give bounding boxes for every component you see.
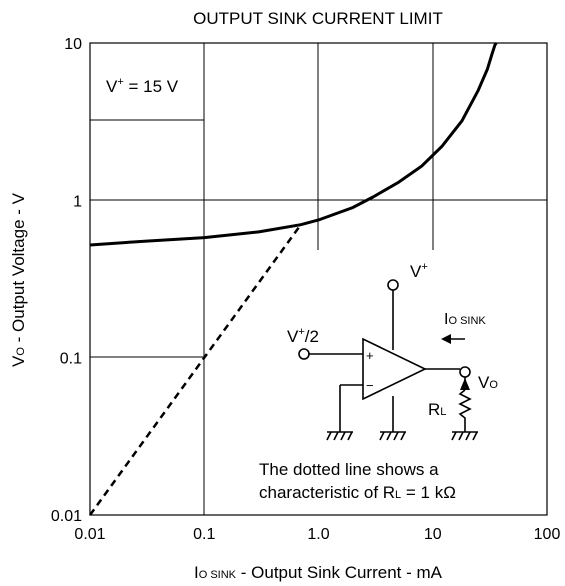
io-sink-arrow [441,334,451,344]
y-tick-label: 10 [64,36,82,53]
note-line-2: characteristic of RL = 1 kΩ [259,483,456,502]
x-tick-labels: 0.01 0.1 1.0 10 100 [74,526,560,543]
x-tick-label: 0.01 [74,526,105,543]
inset-schematic [298,279,478,441]
vhalf-terminal [298,348,310,360]
plot-frame [89,42,548,516]
vplus-terminal [387,279,399,291]
y-axis-label: VO - Output Voltage - V [9,192,28,367]
rl-current-arrow [460,378,470,390]
inset-vo-label: VO [478,373,498,392]
y-tick-labels: 0.01 0.1 1 10 [51,36,82,525]
op-amp [362,337,427,401]
inset-io-sink-label: IO SINK [444,311,486,328]
rl-resistor [458,389,472,432]
vo-terminal [459,366,471,378]
x-tick-label: 10 [424,526,442,543]
x-tick-label: 0.1 [193,526,215,543]
chart-title: OUTPUT SINK CURRENT LIMIT [193,9,443,28]
inset-vplus-label: V+ [410,261,428,281]
condition-label: V+ = 15 V [106,76,179,96]
inset-minus-sign: − [366,378,374,393]
inset-rl-label: RL [428,400,446,419]
note-line-1: The dotted line shows a [259,460,439,479]
y-tick-label: 0.01 [51,508,82,525]
y-tick-label: 1 [73,193,82,210]
y-tick-label: 0.1 [60,351,82,368]
grid [90,43,547,515]
inset-plus-sign: + [366,348,374,363]
inset-vhalf-label: V+/2 [287,326,319,346]
series-solid-curve [89,42,498,247]
x-axis-label: IO SINK - Output Sink Current - mA [194,563,443,582]
x-tick-label: 1.0 [307,526,329,543]
x-tick-label: 100 [534,526,561,543]
